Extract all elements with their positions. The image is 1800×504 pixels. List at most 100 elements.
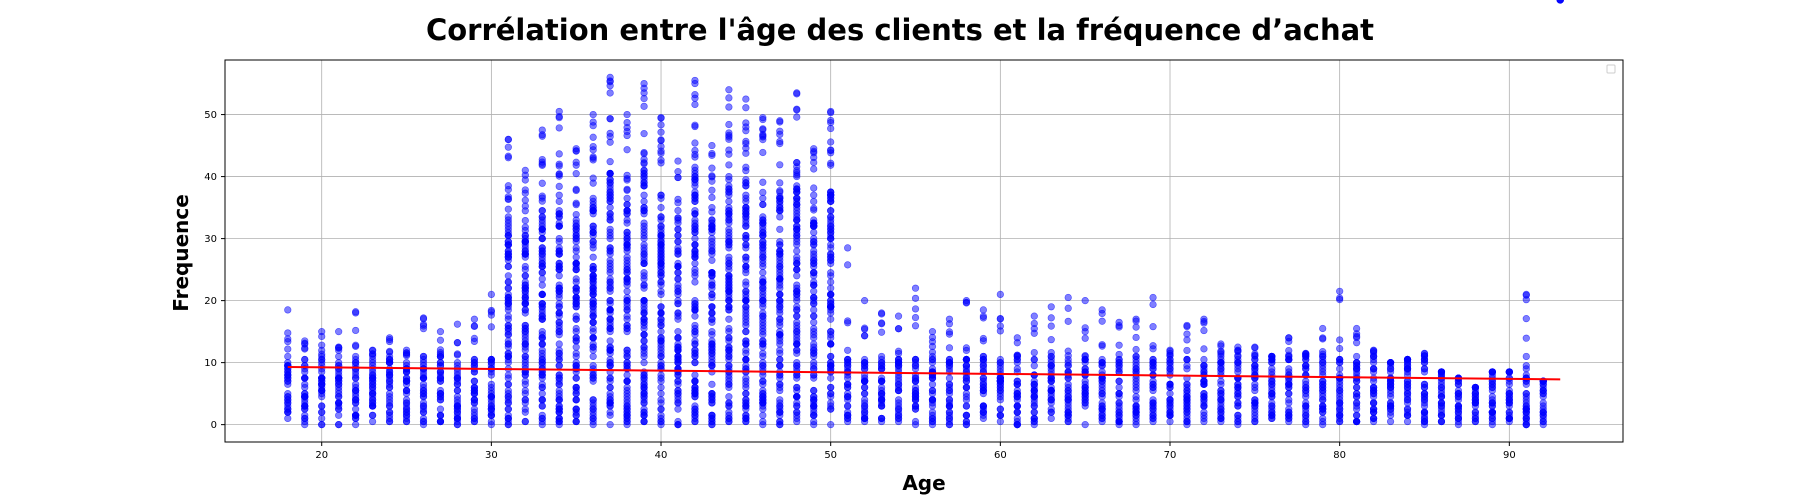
scatter-point [589,194,597,202]
scatter-point-max [1302,349,1310,357]
scatter-point [759,231,767,240]
scatter-point [1522,352,1530,361]
scatter-point [521,189,529,197]
scatter-point [419,421,428,429]
scatter-point [759,200,767,209]
scatter-point [352,352,360,361]
scatter-point-max [1251,343,1259,351]
scatter-point [708,164,716,172]
scatter-point [623,171,631,179]
scatter-point [1251,352,1259,360]
scatter-point [691,278,699,286]
scatter-point [810,247,818,255]
scatter-point [1132,323,1140,331]
scatter-point [369,377,377,385]
scatter-point [742,256,750,264]
scatter-point [742,179,750,187]
scatter-point [1268,368,1276,376]
scatter-point [725,408,733,416]
scatter-point [674,287,682,295]
scatter-point [691,359,699,367]
scatter-point-max [301,337,309,345]
scatter-point [640,383,648,392]
scatter-point [810,312,818,320]
scatter-point [877,320,886,328]
scatter-point [284,393,292,401]
scatter-point [827,421,835,429]
age-column-points [1251,343,1259,426]
scatter-point [742,119,750,127]
scatter-point [674,405,682,413]
scatter-point [1437,411,1446,419]
scatter-point [470,377,479,385]
scatter-point [725,278,733,286]
scatter-point-max [708,141,716,150]
scatter-point [793,171,801,179]
scatter-point [623,200,631,209]
scatter-point [759,340,767,348]
age-column-points [504,135,512,429]
scatter-point [674,421,682,429]
scatter-point [1488,414,1496,423]
scatter-point [861,417,869,426]
scatter-point [436,411,445,419]
scatter-point [623,293,631,302]
scatter-point [640,324,648,333]
scatter-point [504,331,512,339]
scatter-point [606,383,614,392]
scatter-point-max [1234,343,1242,351]
age-column-points [1217,340,1225,426]
scatter-point [691,247,699,255]
scatter-point [1183,380,1191,388]
scatter-point [623,349,631,357]
age-column-points [385,334,394,426]
scatter-point [623,411,631,419]
scatter-point [691,172,699,181]
scatter-point [776,250,784,258]
scatter-point [1047,336,1055,344]
scatter-point [1098,342,1106,350]
scatter-point [470,322,479,330]
scatter-point [1081,327,1089,336]
scatter-point [708,343,716,351]
scatter-point [1217,368,1225,376]
scatter-point [1437,399,1446,407]
scatter-point [776,405,784,413]
scatter-point [691,349,699,357]
scatter-point [453,386,462,395]
scatter-point [844,380,852,388]
scatter-point-max [436,328,445,336]
scatter-point [606,362,614,370]
scatter-point [640,130,648,138]
scatter-point [538,207,546,215]
scatter-point [759,386,767,395]
scatter-point [301,380,309,388]
scatter-point [555,309,563,317]
scatter-point [759,253,767,261]
scatter-point [470,411,479,419]
scatter-point [708,281,716,289]
scatter-point-max [470,315,479,323]
scatter-point [928,355,937,364]
scatter-point [589,318,597,326]
scatter-point [1115,350,1123,359]
scatter-point [827,405,835,413]
scatter-point [504,219,512,227]
scatter-point-max [1149,293,1157,302]
scatter-point [284,352,292,361]
scatter-point [708,362,716,370]
scatter-point [555,374,563,382]
scatter-point [1454,402,1463,410]
scatter-point [385,377,394,385]
age-column-points [1505,368,1513,426]
scatter-point [606,129,614,137]
scatter-point [1420,408,1429,416]
scatter-point [589,303,597,311]
age-column-points [402,346,411,426]
scatter-point [606,250,614,258]
x-tick-label: 70 [1164,450,1177,461]
scatter-point [725,135,733,143]
scatter-point [708,290,716,299]
scatter-point [555,266,563,274]
age-column-points [640,79,648,426]
